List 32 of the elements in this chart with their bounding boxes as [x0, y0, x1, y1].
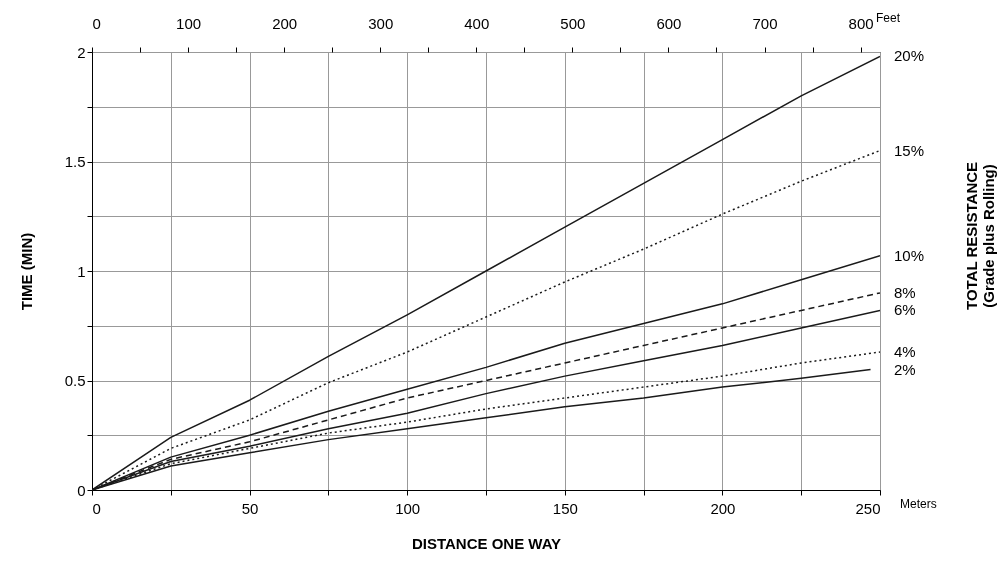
text: Meters: [900, 497, 937, 511]
x2-tick-label: 600: [656, 14, 682, 32]
x-tick-label: 100: [395, 499, 421, 517]
series-label: 6%: [894, 301, 916, 319]
y-tick-label: 1.5: [64, 153, 86, 170]
series-label: 4%: [894, 343, 916, 361]
x2-tick-label: 500: [560, 14, 586, 32]
x-tick-label: 250: [855, 499, 881, 517]
y-tick-label: 0: [77, 481, 86, 499]
x2-tick-label: 300: [368, 14, 394, 32]
x2-tick-label: 100: [176, 14, 202, 32]
y-tick-label: 0.5: [64, 372, 86, 389]
series-label: 8%: [894, 283, 916, 301]
legend-title: TOTAL RESISTANCE (Grade plus Rolling): [963, 161, 997, 310]
y-tick-label: 1: [77, 262, 86, 280]
x-tick-label: 0: [92, 499, 101, 517]
x2-tick-label: 400: [464, 14, 490, 32]
series-label: 2%: [894, 360, 916, 378]
x2-tick-label: 800: [848, 14, 874, 32]
y-axis-title: TIME (MIN): [17, 232, 35, 311]
x2-tick-label: 0: [92, 14, 101, 32]
series-label: 20%: [894, 47, 925, 65]
y-tick-label: 2: [77, 43, 86, 61]
x-axis-title: DISTANCE ONE WAY: [411, 534, 562, 552]
series-label: 10%: [894, 246, 925, 264]
x-tick-label: 200: [710, 499, 736, 517]
x-tick-label: 150: [552, 499, 578, 517]
x2-tick-label: 700: [752, 14, 778, 32]
x-tick-label: 50: [241, 499, 259, 517]
x2-axis-title: Feet: [876, 11, 901, 25]
x2-tick-label: 200: [272, 14, 298, 32]
series-label: 15%: [894, 141, 925, 159]
